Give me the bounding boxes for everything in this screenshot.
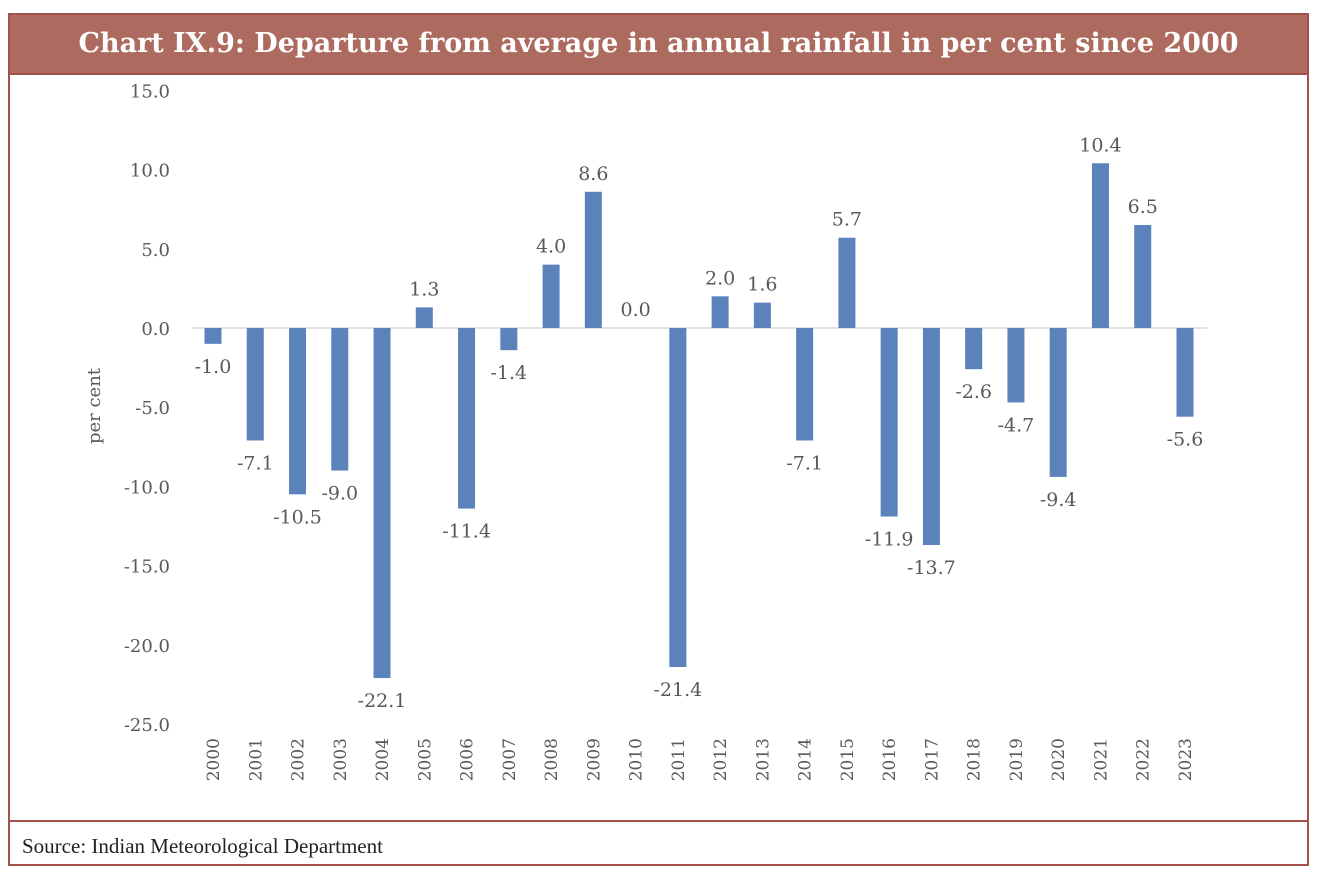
bar-2002: [289, 328, 307, 495]
data-label-2004: -22.1: [358, 690, 407, 712]
data-label-2023: -5.6: [1167, 429, 1204, 451]
y-tick-label: 10.0: [130, 161, 170, 182]
bar-2020: [1049, 328, 1067, 477]
bar-2007: [500, 328, 518, 351]
x-tick-label: 2001: [246, 738, 266, 781]
x-tick-label: 2002: [289, 738, 309, 781]
y-axis-label: per cent: [84, 367, 105, 444]
bar-2006: [458, 328, 476, 509]
bar-2001: [246, 328, 264, 441]
data-label-2018: -2.6: [955, 381, 992, 403]
data-label-2007: -1.4: [490, 362, 527, 384]
x-tick-label: 2004: [373, 738, 393, 781]
x-tick-label: 2003: [331, 738, 351, 781]
data-label-2022: 6.5: [1128, 196, 1158, 218]
x-tick-label: 2020: [1049, 738, 1069, 781]
bar-2008: [542, 264, 560, 328]
x-tick-label: 2012: [711, 738, 731, 781]
bar-2012: [711, 296, 729, 328]
x-tick-label: 2017: [922, 738, 942, 781]
bar-2011: [669, 328, 687, 667]
x-tick-label: 2022: [1134, 738, 1154, 781]
bar-2013: [753, 302, 771, 328]
bar-2021: [1091, 163, 1109, 328]
y-tick-label: 15.0: [130, 81, 170, 102]
data-label-2016: -11.9: [865, 528, 914, 550]
x-tick-label: 2018: [965, 738, 985, 781]
data-label-2003: -9.0: [321, 483, 358, 505]
data-label-2001: -7.1: [237, 452, 274, 474]
x-tick-label: 2007: [500, 738, 520, 781]
data-label-2011: -21.4: [653, 679, 702, 701]
bar-2019: [1007, 328, 1025, 403]
x-tick-label: 2006: [458, 738, 478, 781]
bar-2000: [204, 328, 222, 344]
data-label-2010: 0.0: [620, 299, 650, 321]
chart-title: Chart IX.9: Departure from average in an…: [10, 15, 1307, 75]
data-label-2020: -9.4: [1040, 489, 1077, 511]
data-label-2015: 5.7: [832, 209, 862, 231]
y-tick-label: -10.0: [124, 477, 170, 498]
x-tick-label: 2005: [415, 738, 435, 781]
x-tick-label: 2019: [1007, 738, 1027, 781]
x-tick-label: 2008: [542, 738, 562, 781]
x-tick-label: 2021: [1091, 738, 1111, 781]
x-tick-label: 2016: [880, 738, 900, 781]
x-tick-label: 2010: [627, 738, 647, 781]
bar-2003: [331, 328, 349, 471]
x-tick-label: 2000: [204, 738, 224, 781]
bar-2017: [922, 328, 940, 546]
source-note: Source: Indian Meteorological Department: [22, 834, 383, 858]
data-label-2000: -1.0: [195, 356, 232, 378]
data-label-2019: -4.7: [998, 414, 1035, 436]
data-label-2009: 8.6: [578, 163, 608, 185]
bar-2018: [965, 328, 983, 370]
data-label-2012: 2.0: [705, 267, 735, 289]
x-tick-label: 2023: [1176, 738, 1196, 781]
y-tick-label: -15.0: [124, 557, 170, 578]
data-label-2005: 1.3: [409, 278, 439, 300]
bar-2004: [373, 328, 391, 679]
chart-footer: Source: Indian Meteorological Department: [10, 820, 1307, 864]
y-tick-label: 0.0: [141, 319, 170, 340]
y-tick-label: -25.0: [124, 715, 170, 736]
bar-2022: [1134, 225, 1152, 328]
bar-2016: [880, 328, 898, 517]
x-tick-label: 2009: [584, 738, 604, 781]
y-tick-label: 5.0: [141, 240, 170, 261]
bar-2009: [584, 191, 602, 328]
bar-2015: [838, 237, 856, 328]
data-label-2014: -7.1: [786, 452, 823, 474]
y-tick-label: -5.0: [135, 398, 170, 419]
data-label-2021: 10.4: [1079, 134, 1121, 156]
y-tick-label: -20.0: [124, 636, 170, 657]
data-label-2006: -11.4: [442, 521, 491, 543]
bar-2014: [796, 328, 814, 441]
data-label-2002: -10.5: [273, 506, 322, 528]
bar-2023: [1176, 328, 1194, 417]
x-tick-label: 2014: [796, 738, 816, 781]
bar-2005: [415, 307, 433, 328]
data-label-2017: -13.7: [907, 557, 956, 579]
x-tick-label: 2011: [669, 738, 689, 781]
x-tick-label: 2015: [838, 738, 858, 781]
data-label-2013: 1.6: [747, 274, 777, 296]
chart-frame: Chart IX.9: Departure from average in an…: [8, 13, 1309, 866]
x-tick-label: 2013: [753, 738, 773, 781]
data-label-2008: 4.0: [536, 236, 566, 258]
